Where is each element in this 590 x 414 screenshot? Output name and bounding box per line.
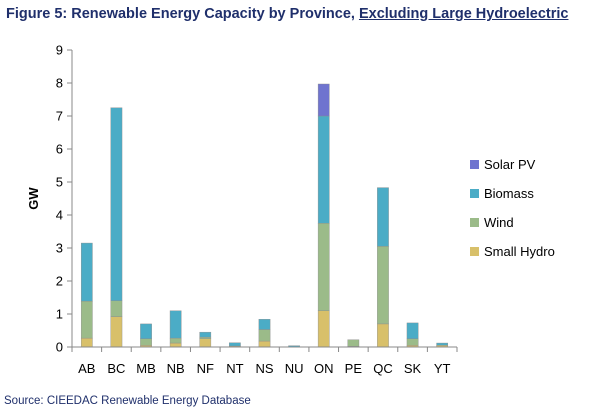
bar-segment-biomass-on (317, 115, 330, 224)
axes (71, 50, 458, 352)
y-tick-label: 6 (56, 142, 63, 157)
bar-segment-wind-ns (258, 329, 271, 342)
x-tick-label: NT (226, 361, 243, 376)
y-tick-label: 0 (56, 340, 63, 355)
chart-title: Figure 5: Renewable Energy Capacity by P… (6, 6, 568, 22)
x-tick-label: NB (167, 361, 185, 376)
bar-segment-biomass-nt (229, 342, 241, 347)
legend-label-solar-pv: Solar PV (484, 157, 536, 172)
bar-segment-small-hydro-on (317, 310, 330, 348)
x-tick-label: YT (434, 361, 451, 376)
bar-segment-small-hydro-nf (199, 338, 212, 348)
legend-label-small-hydro: Small Hydro (484, 244, 555, 259)
bar-segment-biomass-ab (80, 242, 93, 302)
bar-segment-biomass-ns (258, 319, 271, 330)
legend-label-biomass: Biomass (484, 186, 534, 201)
bar-segment-wind-nf (199, 336, 212, 339)
y-tick-label: 8 (56, 76, 63, 91)
bar-segment-wind-pe (347, 339, 360, 347)
y-tick-label: 2 (56, 274, 63, 289)
y-axis-label: GW (26, 187, 41, 210)
bars (80, 83, 449, 348)
y-tick-label: 4 (56, 208, 63, 223)
legend-swatch-solar-pv (470, 160, 479, 169)
legend-label-wind: Wind (484, 215, 514, 230)
bar-segment-small-hydro-ns (258, 340, 271, 348)
y-tick-label: 5 (56, 175, 63, 190)
bar-segment-biomass-qc (377, 187, 389, 247)
bar-segment-biomass-nf (199, 331, 212, 338)
y-tick-label: 9 (56, 43, 63, 58)
bar-segment-wind-qc (377, 246, 389, 325)
bar-segment-small-hydro-bc (110, 316, 123, 348)
bar-segment-wind-bc (110, 300, 123, 317)
y-tick-label: 7 (56, 109, 63, 124)
bar-segment-small-hydro-qc (377, 323, 389, 348)
bar-segment-wind-nb (169, 337, 182, 344)
bar-segment-solar-pv-on (317, 83, 330, 117)
legend: Solar PV Biomass Wind Small Hydro (470, 157, 555, 259)
x-tick-label: NF (197, 361, 214, 376)
x-axis-labels: AB BC MB NB NF NT NS NU ON PE QC SK YT (78, 361, 450, 376)
bar-segment-small-hydro-nb (169, 342, 182, 348)
legend-swatch-biomass (470, 189, 479, 198)
x-tick-label: NS (255, 361, 273, 376)
x-tick-label: PE (345, 361, 363, 376)
x-tick-label: QC (373, 361, 393, 376)
x-tick-label: ON (314, 361, 334, 376)
x-tick-label: MB (136, 361, 156, 376)
legend-swatch-small-hydro (470, 247, 479, 256)
y-tick-label: 1 (56, 307, 63, 322)
bar-segment-wind-on (317, 223, 330, 311)
chart-title-underlined: Excluding Large Hydroelectric (358, 6, 569, 22)
bar-segment-biomass-sk (406, 322, 419, 339)
chart-title-prefix: Figure 5: Renewable Energy Capacity by P… (6, 6, 359, 22)
bar-segment-wind-ab (80, 300, 93, 339)
bar-segment-biomass-nb (169, 310, 182, 339)
bar-segment-wind-mb (140, 338, 152, 346)
source-note: Source: CIEEDAC Renewable Energy Databas… (4, 395, 251, 407)
bar-segment-biomass-yt (436, 342, 449, 346)
legend-swatch-wind (470, 218, 479, 227)
x-tick-label: SK (404, 361, 422, 376)
y-tick-label: 3 (56, 241, 63, 256)
bar-segment-small-hydro-ab (80, 337, 93, 348)
bar-segment-biomass-bc (110, 107, 123, 302)
x-tick-label: NU (285, 361, 304, 376)
bar-segment-biomass-mb (140, 323, 152, 339)
y-axis-ticks: 0 1 2 3 4 5 6 7 8 9 (56, 43, 72, 355)
bar-segment-wind-sk (406, 338, 419, 346)
x-tick-label: BC (107, 361, 125, 376)
x-tick-label: AB (78, 361, 95, 376)
